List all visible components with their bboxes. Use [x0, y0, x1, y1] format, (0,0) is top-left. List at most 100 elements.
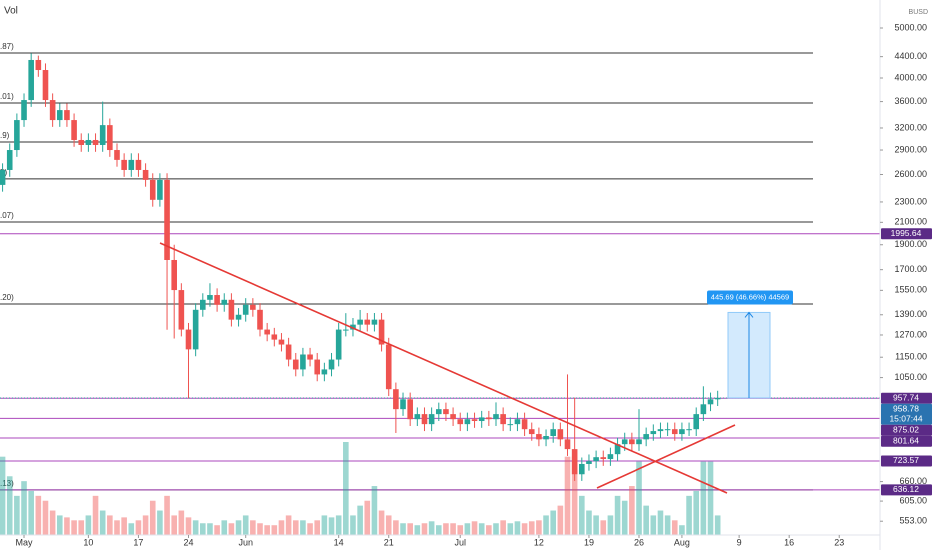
- candle-body: [207, 295, 213, 300]
- candle-body: [364, 319, 371, 325]
- y-tick-label: 553.00: [899, 516, 927, 526]
- candle-body: [264, 329, 270, 335]
- candle-body: [507, 424, 514, 426]
- measure-arrow-head: [744, 311, 754, 318]
- x-tick-label: 24: [183, 537, 193, 547]
- candle-body: [400, 399, 406, 410]
- x-tick-label: 12: [534, 537, 544, 547]
- candle-body: [657, 429, 664, 432]
- candle-body: [49, 100, 56, 121]
- volume-bar: [214, 525, 220, 535]
- volume-bar: [600, 520, 607, 535]
- volume-bar: [586, 510, 592, 535]
- price-tag-label: 636.12: [893, 484, 919, 494]
- candle-body: [478, 417, 485, 422]
- candle-body: [242, 304, 249, 315]
- candle-body: [314, 359, 321, 375]
- x-tick-label: 21: [384, 537, 394, 547]
- volume-bar: [693, 490, 700, 535]
- volume-bar: [664, 515, 671, 535]
- volume-bar: [292, 520, 299, 535]
- y-tick-label: 660.00: [899, 476, 927, 486]
- candle-body: [571, 449, 578, 475]
- volume-bar: [92, 495, 99, 535]
- volume-bar: [621, 500, 628, 535]
- candle-body: [636, 439, 642, 445]
- y-tick-label: 1150.00: [895, 352, 927, 362]
- candle-body: [407, 399, 413, 420]
- volume-bar: [650, 515, 657, 535]
- volume-bar: [657, 510, 664, 535]
- x-tick-label: 9: [737, 537, 742, 547]
- volume-bar: [49, 510, 56, 535]
- volume-bar: [478, 523, 485, 535]
- candle-body: [307, 354, 313, 360]
- level-label: .07): [0, 211, 14, 220]
- candle-body: [185, 329, 192, 350]
- volume-bar: [14, 495, 20, 535]
- candle-body: [679, 429, 685, 435]
- volume-bar: [686, 495, 692, 535]
- candle-body: [200, 299, 206, 310]
- candle-body: [21, 100, 27, 121]
- x-tick-label: 26: [634, 537, 644, 547]
- candle-body: [214, 295, 220, 305]
- candle-body: [171, 259, 177, 291]
- volume-bar: [571, 456, 578, 535]
- price-tag: [881, 228, 932, 240]
- volume-bar: [393, 520, 399, 535]
- volume-bar: [114, 520, 120, 535]
- candle-body: [471, 419, 478, 422]
- y-tick-label: 3200.00: [894, 122, 927, 132]
- volume-bar: [71, 520, 77, 535]
- volume-bar: [178, 510, 185, 535]
- candle-body: [536, 434, 542, 440]
- candle-body: [178, 290, 185, 330]
- candle-body: [271, 334, 278, 340]
- candle-body: [285, 344, 292, 360]
- volume-bar: [242, 515, 249, 535]
- x-tick-label: 10: [83, 537, 93, 547]
- y-tick-label: 1270.00: [894, 329, 927, 339]
- candle-body: [142, 169, 149, 180]
- volume-bar: [171, 515, 177, 535]
- volume-bar: [707, 461, 714, 535]
- price-tag-label: 723.57: [893, 455, 919, 465]
- y-tick-label: 2900.00: [894, 144, 927, 154]
- candle-body: [228, 299, 235, 320]
- volume-bar: [714, 515, 721, 535]
- volume-bar: [500, 520, 506, 535]
- axis-layer: 5000.00 4400.00 4000.00 3600.00 3200.00 2900.…: [16, 22, 932, 547]
- volume-bar: [493, 523, 499, 535]
- candle-body: [557, 429, 564, 440]
- volume-bar: [550, 510, 557, 535]
- volume-bar: [85, 515, 92, 535]
- overlay-layer: 445.69 (46.66%) 44569: [707, 290, 793, 399]
- y-tick-label: 5000.00: [894, 22, 927, 32]
- volume-bar: [643, 505, 649, 535]
- volume-bar: [400, 523, 406, 535]
- x-tick-label: Jun: [238, 537, 253, 547]
- candle-body: [500, 414, 506, 425]
- price-tag: [881, 424, 932, 436]
- y-tick-label: 1390.00: [894, 309, 927, 319]
- candles-layer: [0, 53, 721, 481]
- candle-body: [278, 339, 285, 345]
- volume-bar: [135, 520, 142, 535]
- volume-bar: [357, 505, 363, 535]
- candle-body: [579, 463, 585, 475]
- trend-line: [159, 242, 728, 494]
- candle-body: [643, 434, 649, 440]
- candle-body: [550, 429, 557, 436]
- candle-body: [257, 309, 263, 330]
- candle-body: [292, 359, 299, 370]
- volume-bar: [250, 520, 256, 535]
- candle-body: [464, 419, 471, 425]
- candle-body: [14, 120, 20, 151]
- volume-bar: [335, 515, 342, 535]
- candle-body: [321, 369, 328, 375]
- y-tick-label: 2600.00: [894, 169, 927, 179]
- x-tick-label: 16: [784, 537, 794, 547]
